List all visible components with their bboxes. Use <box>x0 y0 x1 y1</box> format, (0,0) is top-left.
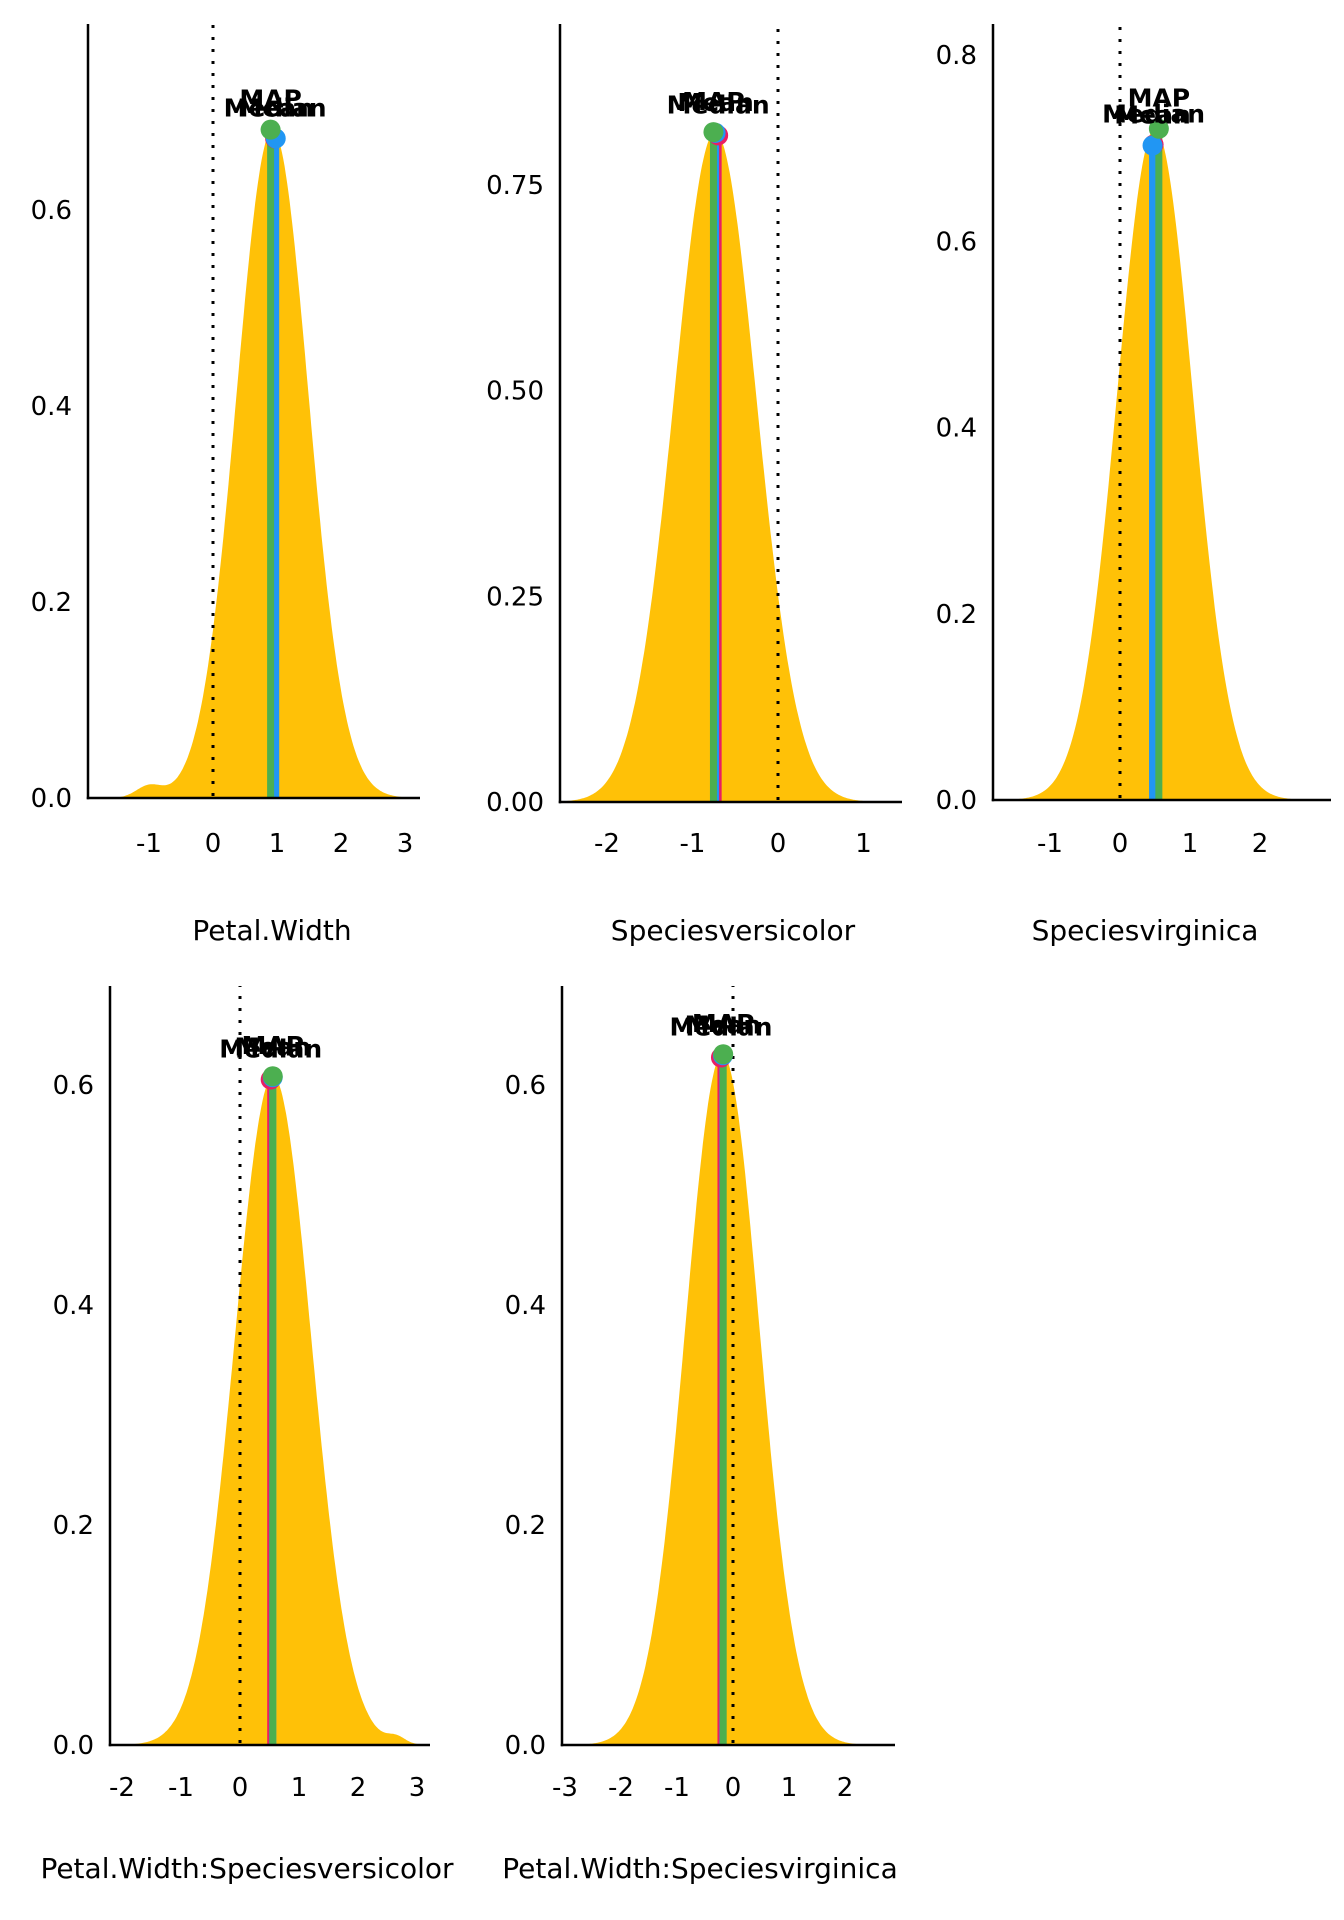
x-tick-label: 0 <box>232 1773 249 1803</box>
y-tick-label: 0.6 <box>505 1071 546 1101</box>
median-label: Median <box>224 93 327 122</box>
x-tick-label: -1 <box>1037 829 1063 859</box>
median-label: Median <box>669 1013 772 1042</box>
y-tick-label: 0.25 <box>486 582 544 612</box>
mean-label: Mean <box>1114 101 1191 130</box>
x-tick-label: -1 <box>680 829 706 859</box>
median-label: Median <box>1102 100 1205 129</box>
x-tick-label: 0 <box>770 829 787 859</box>
map-point <box>260 119 281 140</box>
x-tick-label: -2 <box>608 1773 634 1803</box>
mean-label: Mean <box>237 93 314 122</box>
y-tick-label: 0.4 <box>936 414 977 444</box>
y-tick-label: 0.4 <box>53 1291 94 1321</box>
median-label: Median <box>219 1035 322 1064</box>
mean-label: Mean <box>685 1010 762 1039</box>
density-area <box>560 132 902 803</box>
x-tick-label: -3 <box>552 1773 578 1803</box>
x-tick-label: 2 <box>1252 829 1269 859</box>
x-tick-label: 2 <box>350 1773 367 1803</box>
y-tick-label: 0.6 <box>936 227 977 257</box>
map-point <box>703 122 724 143</box>
map-label: MAP <box>682 87 745 116</box>
mean-label: Mean <box>234 1032 311 1061</box>
x-tick-label: -1 <box>664 1773 690 1803</box>
map-point <box>713 1044 734 1065</box>
map-label: MAP <box>692 1009 755 1038</box>
y-tick-label: 0.2 <box>53 1511 94 1541</box>
y-tick-label: 0.0 <box>31 784 72 814</box>
y-tick-label: 0.8 <box>936 41 977 71</box>
panel-title: Speciesversicolor <box>611 914 856 947</box>
y-tick-label: 0.2 <box>505 1511 546 1541</box>
y-tick-label: 0.0 <box>505 1731 546 1761</box>
x-tick-label: -1 <box>168 1773 194 1803</box>
x-tick-label: -2 <box>109 1773 135 1803</box>
x-tick-label: 1 <box>291 1773 308 1803</box>
map-label: MAP <box>241 1031 304 1060</box>
x-tick-label: 0 <box>725 1773 742 1803</box>
x-tick-label: 1 <box>269 829 286 859</box>
x-tick-label: -1 <box>136 829 162 859</box>
x-tick-label: -2 <box>594 829 620 859</box>
y-tick-label: 0.00 <box>486 788 544 818</box>
y-tick-label: 0.50 <box>486 377 544 407</box>
density-area <box>562 1054 895 1745</box>
y-tick-label: 0.2 <box>936 600 977 630</box>
map-label: MAP <box>239 85 302 114</box>
x-tick-label: 1 <box>781 1773 798 1803</box>
y-tick-label: 0.75 <box>486 171 544 201</box>
y-tick-label: 0.6 <box>31 196 72 226</box>
x-tick-label: 2 <box>837 1773 854 1803</box>
y-tick-label: 0.6 <box>53 1071 94 1101</box>
x-tick-label: 3 <box>397 829 414 859</box>
y-tick-label: 0.0 <box>936 786 977 816</box>
panel-title: Petal.Width:Speciesvirginica <box>502 1852 897 1885</box>
mean-label: Mean <box>677 88 754 117</box>
panel-title: Petal.Width <box>192 914 351 947</box>
y-tick-label: 0.4 <box>505 1291 546 1321</box>
panel-title: Petal.Width:Speciesversicolor <box>40 1852 454 1885</box>
density-area <box>88 129 420 798</box>
map-point <box>262 1066 283 1087</box>
map-point <box>1148 118 1169 139</box>
x-tick-label: 0 <box>205 829 222 859</box>
x-tick-label: 1 <box>855 829 872 859</box>
y-tick-label: 0.4 <box>31 392 72 422</box>
y-tick-label: 0.2 <box>31 588 72 618</box>
x-tick-label: 1 <box>1182 829 1199 859</box>
median-label: Median <box>667 90 770 119</box>
mean-point <box>1142 135 1163 156</box>
x-tick-label: 3 <box>409 1773 426 1803</box>
x-tick-label: 2 <box>333 829 350 859</box>
x-tick-label: 0 <box>1112 829 1129 859</box>
panel-title: Speciesvirginica <box>1032 914 1259 947</box>
y-tick-label: 0.0 <box>53 1731 94 1761</box>
map-label: MAP <box>1128 84 1191 113</box>
